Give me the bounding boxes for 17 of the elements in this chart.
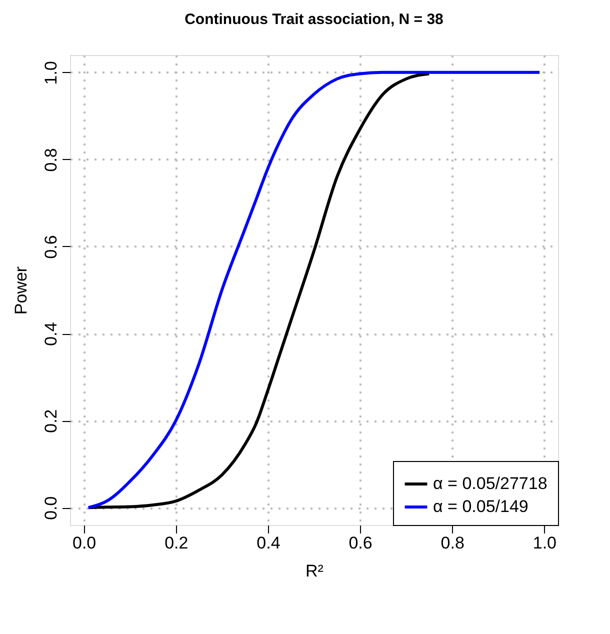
x-tick-label: 0.4 bbox=[256, 534, 280, 552]
y-tick-label: 0.8 bbox=[42, 148, 60, 172]
y-tick-label: 0.6 bbox=[42, 235, 60, 259]
y-tick-label: 0.4 bbox=[42, 322, 60, 346]
x-tick-label: 0.6 bbox=[348, 534, 372, 552]
y-tick-label: 0.0 bbox=[42, 496, 60, 520]
legend-label: α = 0.05/27718 bbox=[433, 474, 548, 493]
x-tick-label: 1.0 bbox=[532, 534, 557, 552]
chart-title: Continuous Trait association, N = 38 bbox=[184, 11, 444, 28]
legend-label: α = 0.05/149 bbox=[433, 497, 528, 516]
y-tick-label: 1.0 bbox=[42, 61, 60, 85]
x-axis-title: R² bbox=[306, 562, 324, 580]
y-axis-title: Power bbox=[12, 266, 30, 315]
x-tick-label: 0.0 bbox=[72, 534, 96, 552]
x-tick-label: 0.8 bbox=[440, 534, 464, 552]
y-tick-label: 0.2 bbox=[42, 409, 60, 433]
x-tick-label: 0.2 bbox=[164, 534, 188, 552]
